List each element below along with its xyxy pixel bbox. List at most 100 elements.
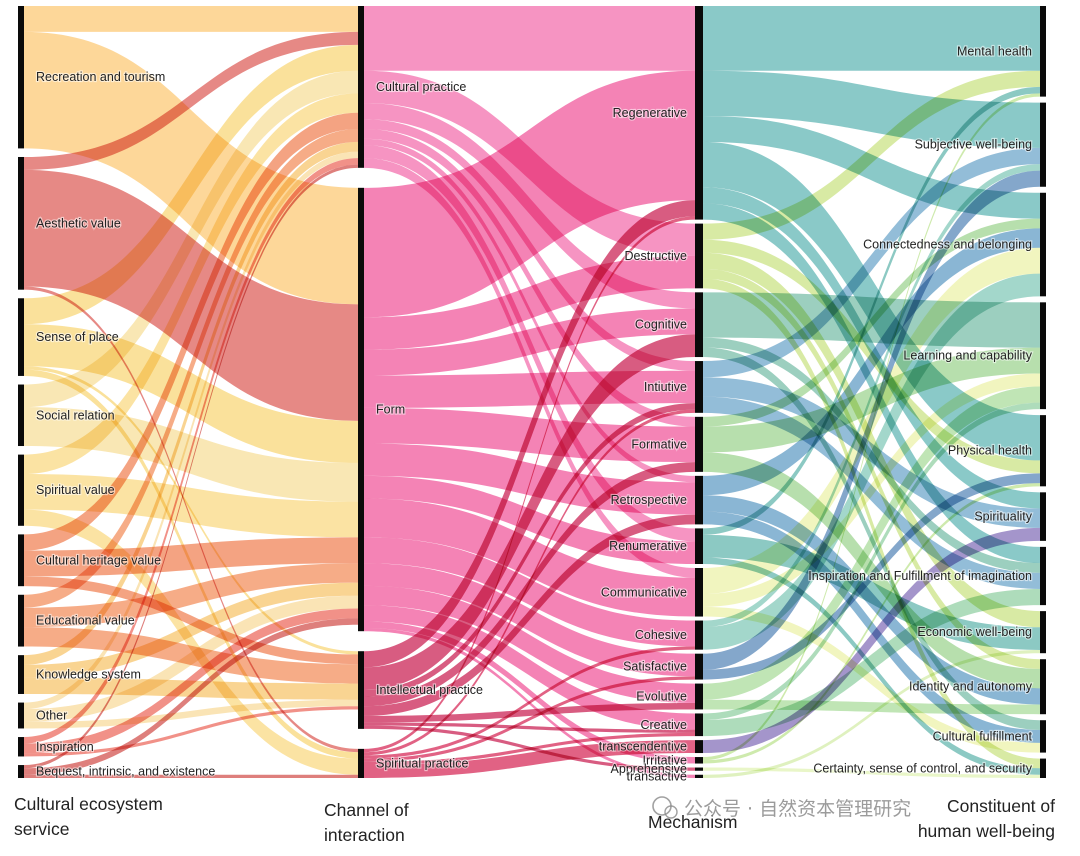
flow-retro-to-cf [703,511,1040,743]
node-bar-regen [695,6,703,220]
flow-edu-to-form [24,563,358,628]
node-bar-aes [18,156,24,290]
flow-form-to-destr [364,255,695,350]
flow-cp-to-regen [364,6,695,71]
flow-satis-to-swb [703,170,1040,670]
node-label-cohes: Cohesive [635,628,687,642]
node-bar-cp [358,6,364,168]
node-label-cp: Cultural practice [376,80,466,94]
flow-destr-to-cs [703,278,1040,769]
flow-commu-to-lc [703,373,1040,607]
column-title-line: Cultural ecosystem [14,794,163,814]
flow-kno-to-ip [24,677,358,700]
flow-ip-to-regen [364,200,695,668]
flow-ins-to-cp [24,158,358,744]
node-label-creat: Creative [640,718,687,732]
node-bar-cb [1040,192,1046,297]
flow-sop-to-cp [24,44,358,325]
node-label-ifi: Inspiration and Fulfillment of imaginati… [808,569,1032,583]
flow-forma-to-cb [703,218,1040,427]
flow-beq-to-sp [24,774,358,778]
watermark-text: 公众号 · 自然资本管理研究 [684,798,911,820]
node-label-intui: Intiutive [644,380,687,394]
node-label-rec: Recreation and tourism [36,70,165,84]
flow-cohes-to-cb [703,273,1040,650]
column-title-line: human well-being [918,821,1055,841]
node-label-retro: Retrospective [611,493,687,507]
flow-chv-to-cp [24,112,358,551]
node-label-cs: Certainty, sense of control, and securit… [813,761,1032,775]
flow-evolu-to-lc [703,386,1040,700]
node-labels: Recreation and tourism Aesthetic value Sen… [35,43,1034,784]
flow-forma-to-ia [703,452,1040,689]
watermark: 公众号 · 自然资本管理研究 [652,796,911,820]
flow-ip-to-creat [364,722,695,733]
node-bar-retro [695,475,703,525]
flow-ip-to-cogn [364,334,695,691]
node-bar-evolu [695,683,703,710]
flow-form-to-retro [364,443,695,515]
flow-intui-to-swb [703,147,1040,378]
flow-destr-to-mh [703,70,1040,240]
node-label-destr: Destructive [624,249,687,263]
node-label-ewb: Economic well-being [917,625,1032,639]
node-label-satis: Satisfactive [623,660,687,674]
flow-irrit-to-ph [703,483,1040,764]
flow-regen-to-cb [703,116,1040,219]
node-label-spv: Spiritual value [36,483,115,497]
wechat-icon-dot [664,805,678,819]
node-bar-cohes [695,620,703,650]
flow-chv-to-ip [24,576,358,665]
node-bar-chv [18,534,24,587]
node-label-oth: Other [36,709,67,723]
flow-regen-to-mh [703,6,1040,71]
flow-beq-to-cp [24,164,358,769]
node-label-ip: Intellectual practice [376,683,483,697]
node-label-cf: Cultural fulfillment [933,729,1033,743]
node-bar-mh [1040,6,1046,97]
flow-destr-to-ewb [703,252,1040,628]
column-title-0: Cultural ecosystem service [14,794,163,839]
node-bar-sop [18,298,24,376]
flow-ip-to-intui [364,403,695,697]
flow-creat-to-ifi [703,588,1040,737]
column-titles: Cultural ecosystem service Channel of inter… [14,794,1055,845]
node-bar-cogn [695,292,703,358]
flow-trans-to-spi [703,527,1040,754]
node-bar-sp [358,748,364,778]
node-label-ins: Inspiration [36,740,94,754]
node-bar-trans [695,740,703,754]
flow-form-to-irrit [364,621,695,764]
node-label-aes: Aesthetic value [36,216,121,230]
flow-commu-to-cf [703,606,1040,753]
column-title-line: Channel of [324,800,409,820]
flow-links [24,6,1040,778]
flow-oth-to-ip [24,699,358,729]
node-bar-beq [18,765,24,778]
node-bar-destr [695,223,703,289]
node-label-trsac: transactive [627,769,687,783]
node-label-soc: Social relation [36,408,115,422]
node-bar-renum [695,528,703,564]
node-bar-cf [1040,720,1046,753]
flow-regen-to-ifi [703,203,1040,564]
flow-form-to-regen [364,70,695,318]
node-bar-ph [1040,415,1046,487]
flow-cohes-to-swb [703,164,1040,628]
node-label-edu: Educational value [36,614,135,628]
flow-oth-to-form [24,595,358,722]
node-bars [18,6,1046,778]
flow-spv-to-cp [24,93,358,475]
node-label-ph: Physical health [948,444,1032,458]
node-bar-spv [18,454,24,526]
node-bar-spi [1040,492,1046,541]
node-label-kno: Knowledge system [36,668,141,682]
node-label-commu: Communicative [601,585,687,599]
flow-sp-to-cohes [364,646,695,759]
flow-cp-to-forma [364,128,695,427]
flow-form-to-cohes [364,537,695,647]
node-bar-edu [18,594,24,647]
flow-aes-to-cp [24,31,358,170]
node-bar-intui [695,361,703,413]
